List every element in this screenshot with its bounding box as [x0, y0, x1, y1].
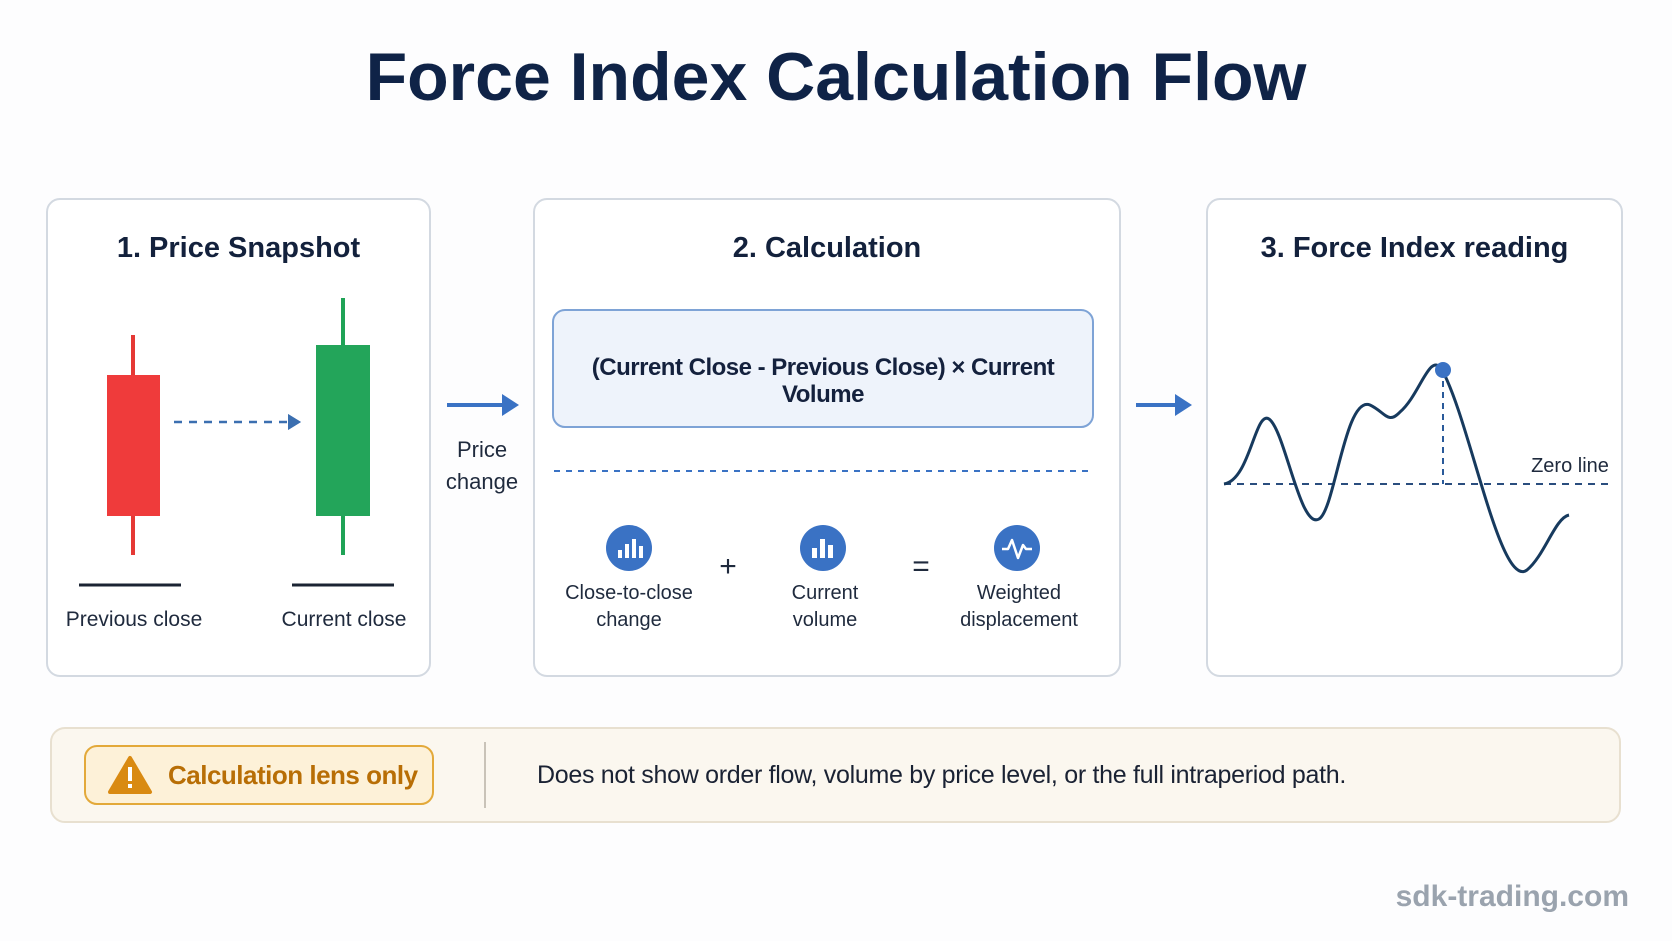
badge — [84, 745, 434, 805]
candle-label: Previous close — [65, 608, 203, 631]
panel-title: 1. Price Snapshot — [116, 232, 361, 264]
note-box — [50, 727, 1621, 823]
title: Force Index Calculation Flow — [365, 39, 1307, 115]
red-candle — [107, 375, 160, 516]
watermark: sdk-trading.com — [1395, 880, 1629, 913]
badge-text: Calculation lens only — [168, 760, 418, 790]
component-label: Weighted displacement — [960, 582, 1078, 631]
operator: = — [912, 550, 930, 583]
panel-title: 2. Calculation — [732, 232, 922, 264]
arrow-head — [502, 394, 519, 416]
note-text: Does not show order flow, volume by pric… — [537, 761, 1346, 789]
formula: (Current Close - Previous Close) × Curre… — [591, 354, 1055, 408]
peak-dot — [1435, 362, 1451, 378]
arrow-label: Price change — [445, 437, 519, 494]
formula-box — [552, 309, 1094, 428]
warning-mark — [128, 767, 132, 781]
arrow-head — [288, 414, 301, 430]
green-candle — [316, 345, 370, 516]
zero-line-label: Zero line — [1531, 455, 1609, 477]
arrow-head — [1175, 394, 1192, 416]
panel — [1206, 198, 1623, 677]
component-label: Current volume — [791, 582, 859, 631]
icon — [994, 525, 1040, 571]
icon — [800, 525, 846, 571]
icon — [606, 525, 652, 571]
operator: + — [719, 550, 737, 583]
panel-title: 3. Force Index reading — [1260, 232, 1569, 264]
candle-label: Current close — [281, 608, 407, 631]
force-index-line — [1223, 363, 1570, 574]
panel — [533, 198, 1121, 677]
component-label: Close-to-close change — [565, 582, 693, 631]
warning-mark — [128, 784, 132, 788]
